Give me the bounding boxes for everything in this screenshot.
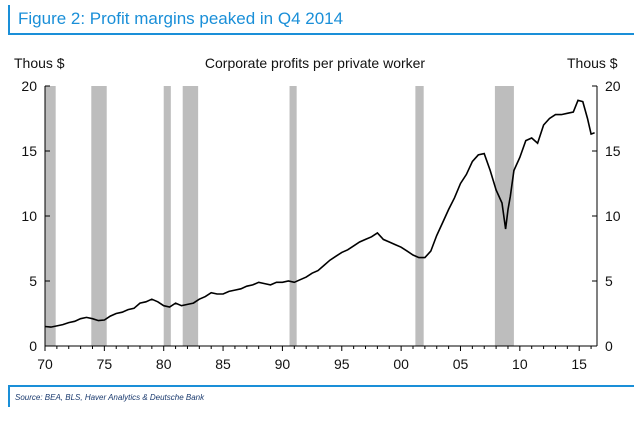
x-tick-label: 75 xyxy=(97,356,113,372)
axes-group xyxy=(44,85,598,351)
y-tick-label-left: 5 xyxy=(29,273,37,289)
x-tick-label: 80 xyxy=(156,356,172,372)
recession-band-3 xyxy=(182,86,199,346)
recession-band-5 xyxy=(415,86,424,346)
series-line xyxy=(44,99,595,328)
y-tick-label-left: 15 xyxy=(21,143,37,159)
y-tick-label-left: 0 xyxy=(29,338,37,354)
figure-title-frame: Figure 2: Profit margins peaked in Q4 20… xyxy=(8,5,634,35)
recession-band-2 xyxy=(163,86,171,346)
x-tick-label: 10 xyxy=(512,356,528,372)
y-tick-label-right: 0 xyxy=(605,338,613,354)
y-axis-label-right: Thous $ xyxy=(567,55,618,71)
x-tick-label: 15 xyxy=(571,356,587,372)
y-tick-label-right: 10 xyxy=(605,208,621,224)
chart-title: Corporate profits per private worker xyxy=(205,55,426,71)
x-tick-label: 00 xyxy=(393,356,409,372)
recession-band-4 xyxy=(289,86,297,346)
y-tick-label-left: 20 xyxy=(21,78,37,94)
recession-band-0 xyxy=(45,86,56,346)
recession-shading-group xyxy=(45,86,514,346)
x-tick-label: 95 xyxy=(334,356,350,372)
y-tick-label-right: 15 xyxy=(605,143,621,159)
y-tick-label-right: 5 xyxy=(605,273,613,289)
x-tick-label: 70 xyxy=(37,356,53,372)
y-axis-label-left: Thous $ xyxy=(14,55,65,71)
x-tick-label: 05 xyxy=(453,356,469,372)
x-tick-label: 90 xyxy=(275,356,291,372)
figure-title: Figure 2: Profit margins peaked in Q4 20… xyxy=(18,9,344,28)
x-tick-label: 85 xyxy=(215,356,231,372)
y-tick-label-left: 10 xyxy=(21,208,37,224)
recession-band-1 xyxy=(91,86,107,346)
source-note: Source: BEA, BLS, Haver Analytics & Deut… xyxy=(15,393,205,402)
y-tick-label-right: 20 xyxy=(605,78,621,94)
source-frame: Source: BEA, BLS, Haver Analytics & Deut… xyxy=(8,385,634,407)
